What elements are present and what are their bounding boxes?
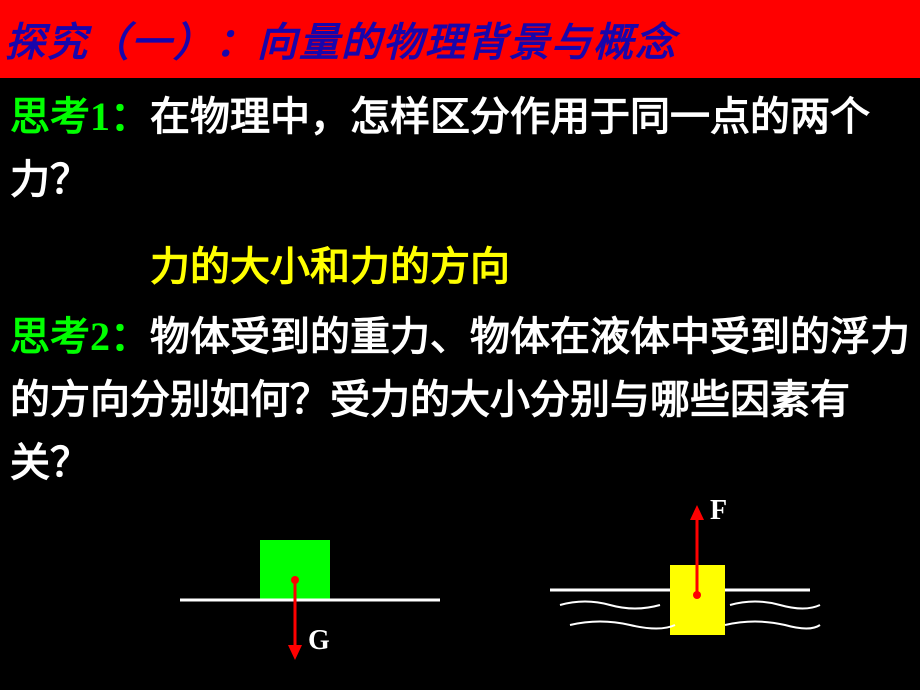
question-2: 思考2：物体受到的重力、物体在液体中受到的浮力的方向分别如何？受力的大小分别与哪… [10, 310, 910, 499]
buoyancy-dot [693, 591, 701, 599]
q2-label: 思考2： [10, 314, 150, 359]
wave-line [730, 602, 820, 609]
gravity-label: G [308, 625, 330, 657]
q1-label: 思考1： [10, 94, 150, 139]
gravity-arrow-head [288, 645, 302, 660]
question-1: 思考1：在物理中，怎样区分作用于同一点的两个力？ [10, 90, 910, 216]
buoyancy-arrow-head [690, 505, 704, 520]
wave-line [725, 622, 820, 629]
slide-content: 思考1：在物理中，怎样区分作用于同一点的两个力？ 力的大小和力的方向 思考2：物… [0, 78, 920, 507]
wave-line [570, 622, 675, 629]
gravity-diagram: G [180, 510, 460, 670]
gravity-dot [291, 576, 299, 584]
header-title: 探究（一）：向量的物理背景与概念 [5, 20, 677, 65]
slide-header: 探究（一）：向量的物理背景与概念 [0, 0, 920, 78]
buoyancy-diagram: F [530, 500, 830, 670]
buoyancy-svg [530, 500, 830, 670]
answer-1: 力的大小和力的方向 [150, 234, 910, 292]
diagrams-area: G F [0, 500, 920, 680]
buoyancy-label: F [710, 495, 727, 527]
wave-line [560, 602, 660, 609]
